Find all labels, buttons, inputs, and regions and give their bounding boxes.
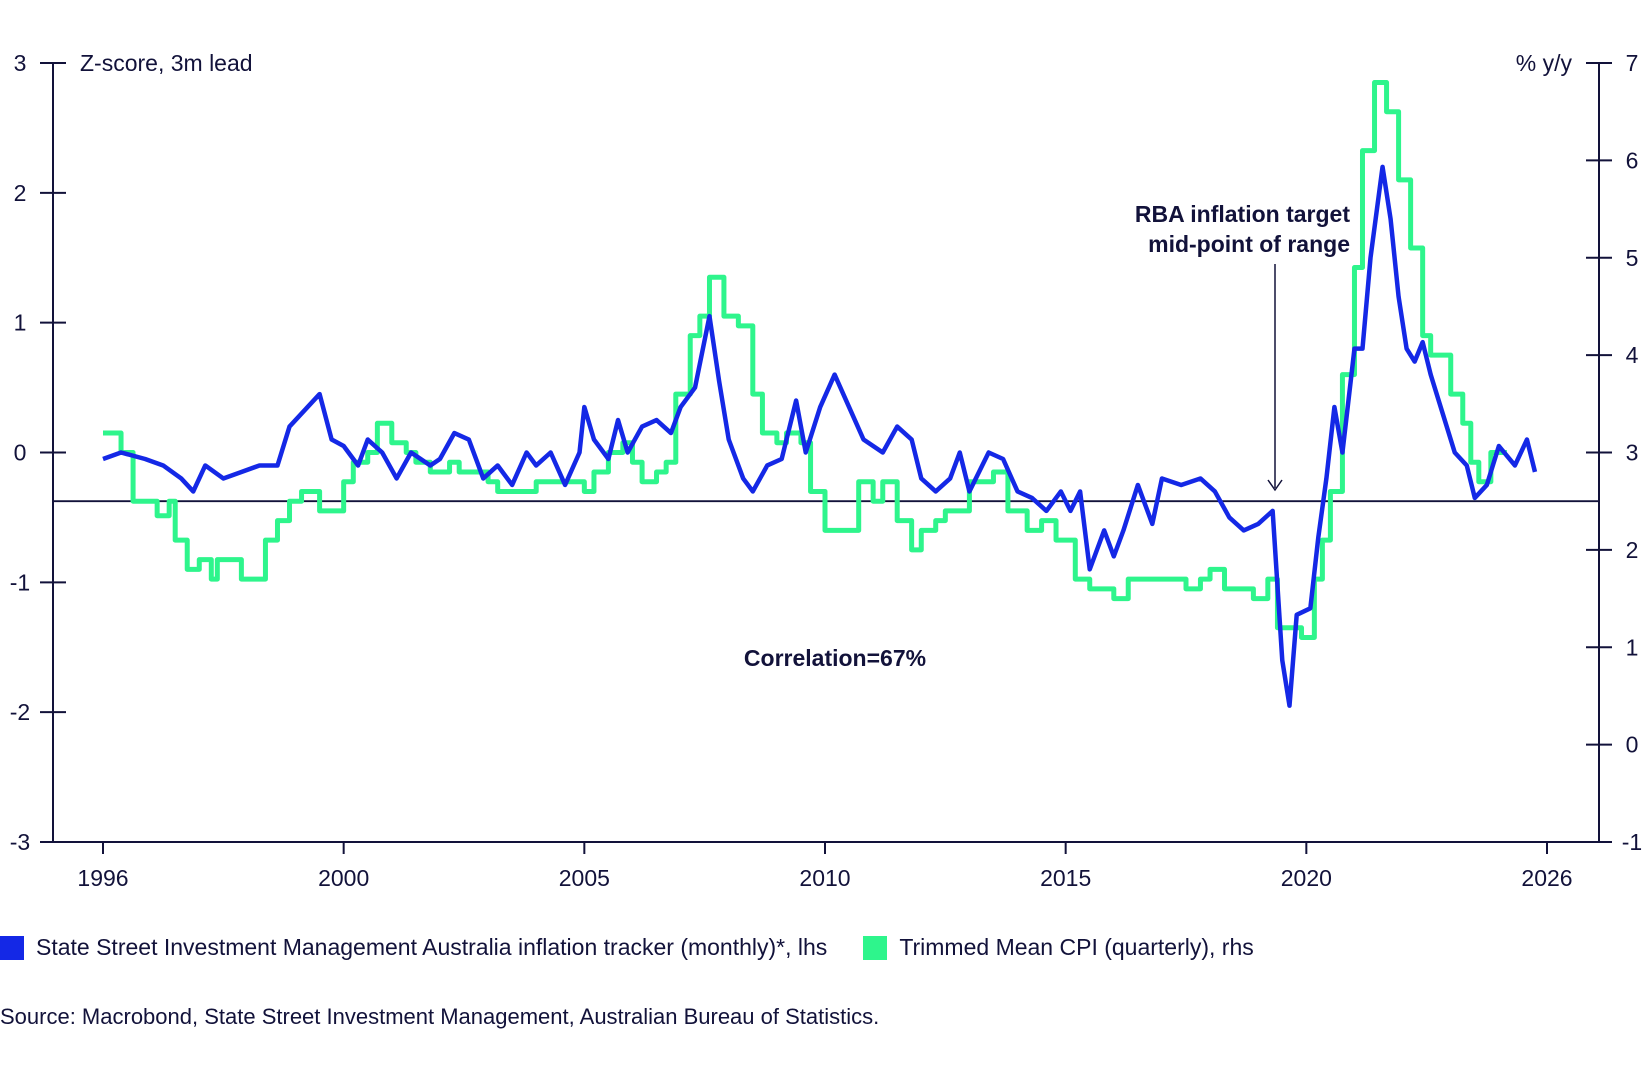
right-tick-label: 6: [1626, 147, 1639, 173]
legend-item-cpi: Trimmed Mean CPI (quarterly), rhs: [863, 934, 1254, 961]
series-tracker-line: [102, 164, 1538, 708]
right-tick-label: -1: [1622, 829, 1642, 855]
right-axis-ticks: -1 0 1 2 3 4 5 6 7: [1586, 50, 1642, 855]
right-tick-label: 0: [1626, 732, 1639, 758]
right-tick-label: 7: [1626, 50, 1639, 76]
x-tick-label: 2005: [559, 865, 610, 891]
annotation-target-line2: mid-point of range: [1148, 231, 1350, 257]
left-tick-label: -3: [10, 829, 30, 855]
legend: State Street Investment Management Austr…: [0, 934, 1290, 961]
legend-label-cpi: Trimmed Mean CPI (quarterly), rhs: [899, 934, 1254, 960]
legend-item-tracker: State Street Investment Management Austr…: [0, 934, 827, 961]
right-tick-label: 2: [1626, 537, 1639, 563]
right-tick-label: 3: [1626, 440, 1639, 466]
annotation-target-line1: RBA inflation target: [1135, 201, 1350, 227]
left-tick-label: 1: [14, 310, 27, 336]
right-tick-label: 1: [1626, 634, 1639, 660]
x-tick-label: 1996: [77, 865, 128, 891]
right-tick-label: 5: [1626, 245, 1639, 271]
x-tick-label: 2015: [1040, 865, 1091, 891]
right-tick-label: 4: [1626, 342, 1639, 368]
x-tick-label: 2026: [1521, 865, 1572, 891]
annotation-correlation: Correlation=67%: [744, 645, 926, 671]
x-tick-label: 2000: [318, 865, 369, 891]
x-tick-label: 2010: [799, 865, 850, 891]
legend-swatch-cpi: [863, 935, 888, 960]
source-note: Source: Macrobond, State Street Investme…: [0, 1004, 880, 1029]
annotation-arrowhead: [1267, 479, 1283, 492]
legend-swatch-tracker: [0, 935, 24, 960]
x-axis-ticks: 1996 2000 2005 2010 2015 2020 2026: [77, 842, 1573, 891]
left-tick-label: 2: [14, 180, 27, 206]
left-axis-ticks: -3 -2 -1 0 1 2 3: [10, 50, 66, 855]
right-axis-label: % y/y: [1516, 50, 1573, 76]
series-cpi-line: [103, 79, 1507, 641]
chart: -3 -2 -1 0 1 2 3 -1 0 1 2 3 4 5 6 7 1996 2000 2005 2010 20…: [10, 50, 1642, 891]
left-axis-label: Z-score, 3m lead: [80, 50, 253, 76]
x-tick-label: 2020: [1281, 865, 1332, 891]
left-tick-label: 0: [14, 440, 27, 466]
legend-label-tracker: State Street Investment Management Austr…: [36, 934, 828, 960]
left-tick-label: 3: [14, 50, 27, 76]
left-tick-label: -2: [10, 699, 30, 725]
left-tick-label: -1: [10, 569, 30, 595]
